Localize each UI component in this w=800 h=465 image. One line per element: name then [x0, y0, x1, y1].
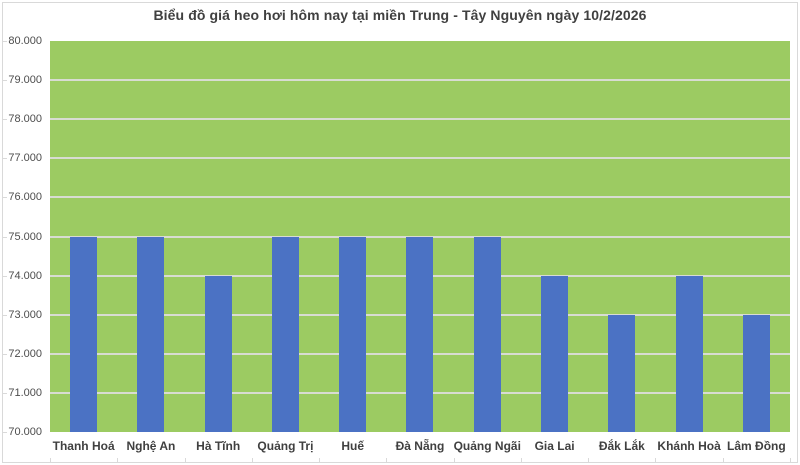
y-tick-mark [2, 432, 7, 433]
y-axis: 80.000 79.000 78.000 77.000 76.000 75.000 74.0… [0, 0, 45, 465]
y-tick-label: 75.000 [8, 230, 42, 243]
bar-Huế [339, 236, 367, 432]
gridline [50, 157, 790, 160]
y-tick-mark [2, 41, 7, 42]
bar-cell [655, 41, 722, 432]
bar-cell [386, 41, 453, 432]
y-tick-label: 74.000 [8, 269, 42, 282]
x-tick-label: Hà Tĩnh [196, 439, 241, 453]
bar-Nghệ An [137, 236, 165, 432]
y-tick-label: 80.000 [8, 35, 42, 47]
y-tick-label: 76.000 [8, 191, 42, 204]
x-tick-label: Khánh Hoà [657, 439, 721, 453]
y-tick-mark [2, 158, 7, 160]
bar-Khánh Hoà [675, 275, 703, 432]
bar-Lâm Đồng [742, 314, 770, 432]
bar-cell [454, 41, 521, 432]
y-tick-label: 70.000 [8, 426, 42, 438]
y-tick-label: 71.000 [8, 386, 42, 399]
bar-Thanh Hoá [70, 236, 98, 432]
x-tick-label: Nghệ An [126, 439, 176, 453]
bar-cell [723, 41, 790, 432]
x-tick-mark [655, 458, 657, 463]
y-tick-mark [2, 80, 7, 82]
y-tick-mark [2, 353, 7, 355]
bar-cell [185, 41, 252, 432]
x-tick-label: Thanh Hoá [52, 439, 115, 453]
y-tick-label: 77.000 [8, 152, 42, 165]
bar-cell [117, 41, 184, 432]
bar-Quảng Ngãi [473, 236, 501, 432]
y-tick-label: 79.000 [8, 74, 42, 87]
gridline [50, 118, 790, 121]
x-tick-mark [184, 458, 186, 463]
chart-title: Biểu đồ giá heo hơi hôm nay tại miền Tru… [153, 7, 647, 23]
x-tick-mark [117, 458, 119, 463]
y-tick-label: 78.000 [8, 113, 42, 126]
bar-Quảng Trị [271, 236, 299, 432]
x-tick-mark [319, 458, 321, 463]
y-tick-mark [2, 197, 7, 199]
bar-Đắk Lắk [608, 314, 636, 432]
y-tick-label: 73.000 [8, 308, 42, 321]
gridline [50, 196, 790, 199]
bar-Đà Nẵng [406, 236, 434, 432]
y-tick-label: 72.000 [8, 347, 42, 360]
plot-area [50, 41, 790, 432]
y-tick-mark [2, 236, 7, 238]
x-tick-mark [453, 458, 455, 463]
x-tick-mark [50, 458, 51, 463]
bar-cell [588, 41, 655, 432]
bar-cell [521, 41, 588, 432]
y-tick-mark [2, 314, 7, 316]
y-tick-mark [2, 392, 7, 394]
x-tick-mark [251, 458, 253, 463]
y-tick-mark [2, 275, 7, 277]
x-tick-label: Lâm Đồng [727, 439, 786, 453]
bar-cell [252, 41, 319, 432]
x-tick-mark [790, 458, 791, 463]
x-tick-mark [520, 458, 522, 463]
x-tick-mark [588, 458, 590, 463]
gridline [50, 79, 790, 82]
x-tick-mark [722, 458, 724, 463]
x-tick-label: Quảng Trị [257, 439, 314, 453]
x-tick-label: Đà Nẵng [395, 439, 445, 453]
bar-Gia Lai [540, 275, 568, 432]
bar-series [50, 41, 790, 432]
bar-cell [319, 41, 386, 432]
bar-cell [50, 41, 117, 432]
x-axis: Thanh Hoá Nghệ An Hà Tĩnh Quảng Trị Huế Đà Nẵ… [50, 436, 790, 458]
x-tick-label: Gia Lai [534, 439, 575, 453]
x-tick-label: Huế [341, 439, 365, 453]
x-tick-label: Đắk Lắk [598, 439, 645, 453]
x-tick-mark [386, 458, 388, 463]
y-tick-mark [2, 119, 7, 121]
bar-Hà Tĩnh [204, 275, 232, 432]
x-tick-label: Quảng Ngãi [453, 439, 521, 453]
